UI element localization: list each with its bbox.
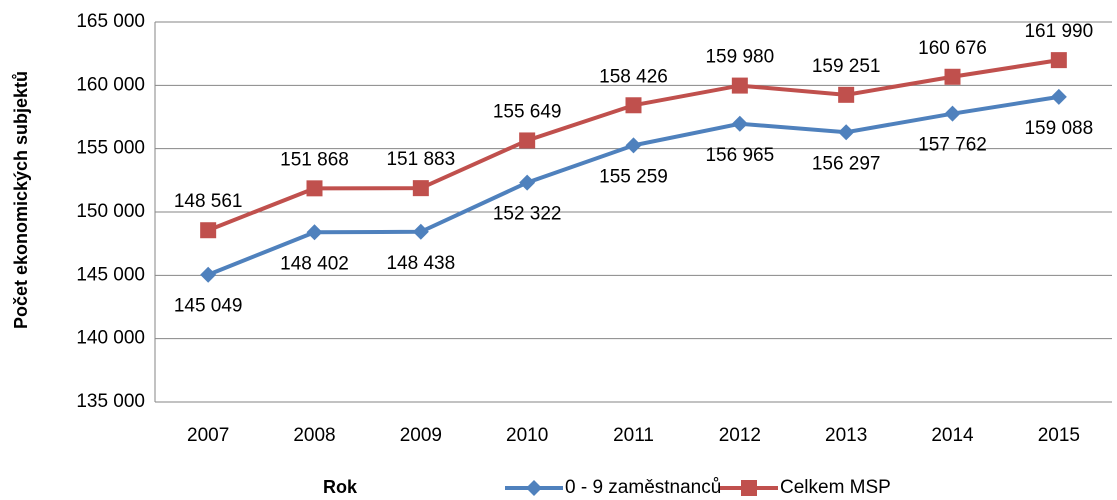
data-label: 160 676 <box>918 38 987 59</box>
data-label: 156 297 <box>812 153 881 174</box>
data-label: 148 561 <box>174 191 243 212</box>
y-tick-label: 155 000 <box>76 138 145 159</box>
data-label: 148 402 <box>280 253 349 274</box>
data-label: 161 990 <box>1024 21 1093 42</box>
x-axis-title: Rok <box>323 477 358 497</box>
data-label: 151 883 <box>386 149 455 170</box>
y-tick-label: 145 000 <box>76 264 145 285</box>
data-point <box>625 137 642 154</box>
data-point <box>200 222 217 239</box>
x-tick-label: 2011 <box>613 425 654 446</box>
data-point <box>306 224 323 241</box>
data-point <box>1050 52 1067 69</box>
y-axis-title: Počet ekonomických subjektů <box>11 71 31 329</box>
data-label: 145 049 <box>174 296 243 317</box>
data-label: 155 259 <box>599 166 668 187</box>
data-point <box>519 174 536 191</box>
data-point <box>519 132 536 149</box>
data-point <box>838 124 855 141</box>
data-label: 158 426 <box>599 66 668 87</box>
data-point <box>944 105 961 122</box>
data-point <box>838 86 855 103</box>
data-point <box>412 223 429 240</box>
legend-marker <box>526 480 542 496</box>
data-label: 148 438 <box>386 253 455 274</box>
x-tick-label: 2010 <box>506 425 548 446</box>
data-label: 159 980 <box>705 47 774 68</box>
data-point <box>412 180 429 197</box>
data-point <box>200 266 217 283</box>
data-point <box>306 180 323 197</box>
data-label: 157 762 <box>918 135 987 156</box>
legend-label: Celkem MSP <box>780 477 891 498</box>
legend-marker <box>741 480 757 496</box>
y-tick-label: 135 000 <box>76 391 145 412</box>
data-label: 156 965 <box>705 145 774 166</box>
x-tick-label: 2007 <box>187 425 229 446</box>
data-point <box>1050 88 1067 105</box>
y-tick-label: 150 000 <box>76 201 145 222</box>
y-tick-label: 165 000 <box>76 11 145 32</box>
x-tick-label: 2009 <box>400 425 442 446</box>
data-label: 155 649 <box>493 101 562 122</box>
x-tick-label: 2015 <box>1038 425 1080 446</box>
data-point <box>731 115 748 132</box>
x-tick-label: 2013 <box>825 425 867 446</box>
data-label: 151 868 <box>280 149 349 170</box>
x-tick-label: 2014 <box>931 425 974 446</box>
data-point <box>731 77 748 94</box>
y-tick-label: 160 000 <box>76 74 145 95</box>
data-label: 159 088 <box>1024 118 1093 139</box>
x-tick-label: 2012 <box>719 425 761 446</box>
data-label: 159 251 <box>812 56 881 77</box>
x-tick-label: 2008 <box>293 425 335 446</box>
data-point <box>944 68 961 85</box>
y-tick-label: 140 000 <box>76 328 145 349</box>
data-point <box>625 97 642 114</box>
data-label: 152 322 <box>493 204 562 225</box>
legend-label: 0 - 9 zaměstnanců <box>565 477 721 498</box>
